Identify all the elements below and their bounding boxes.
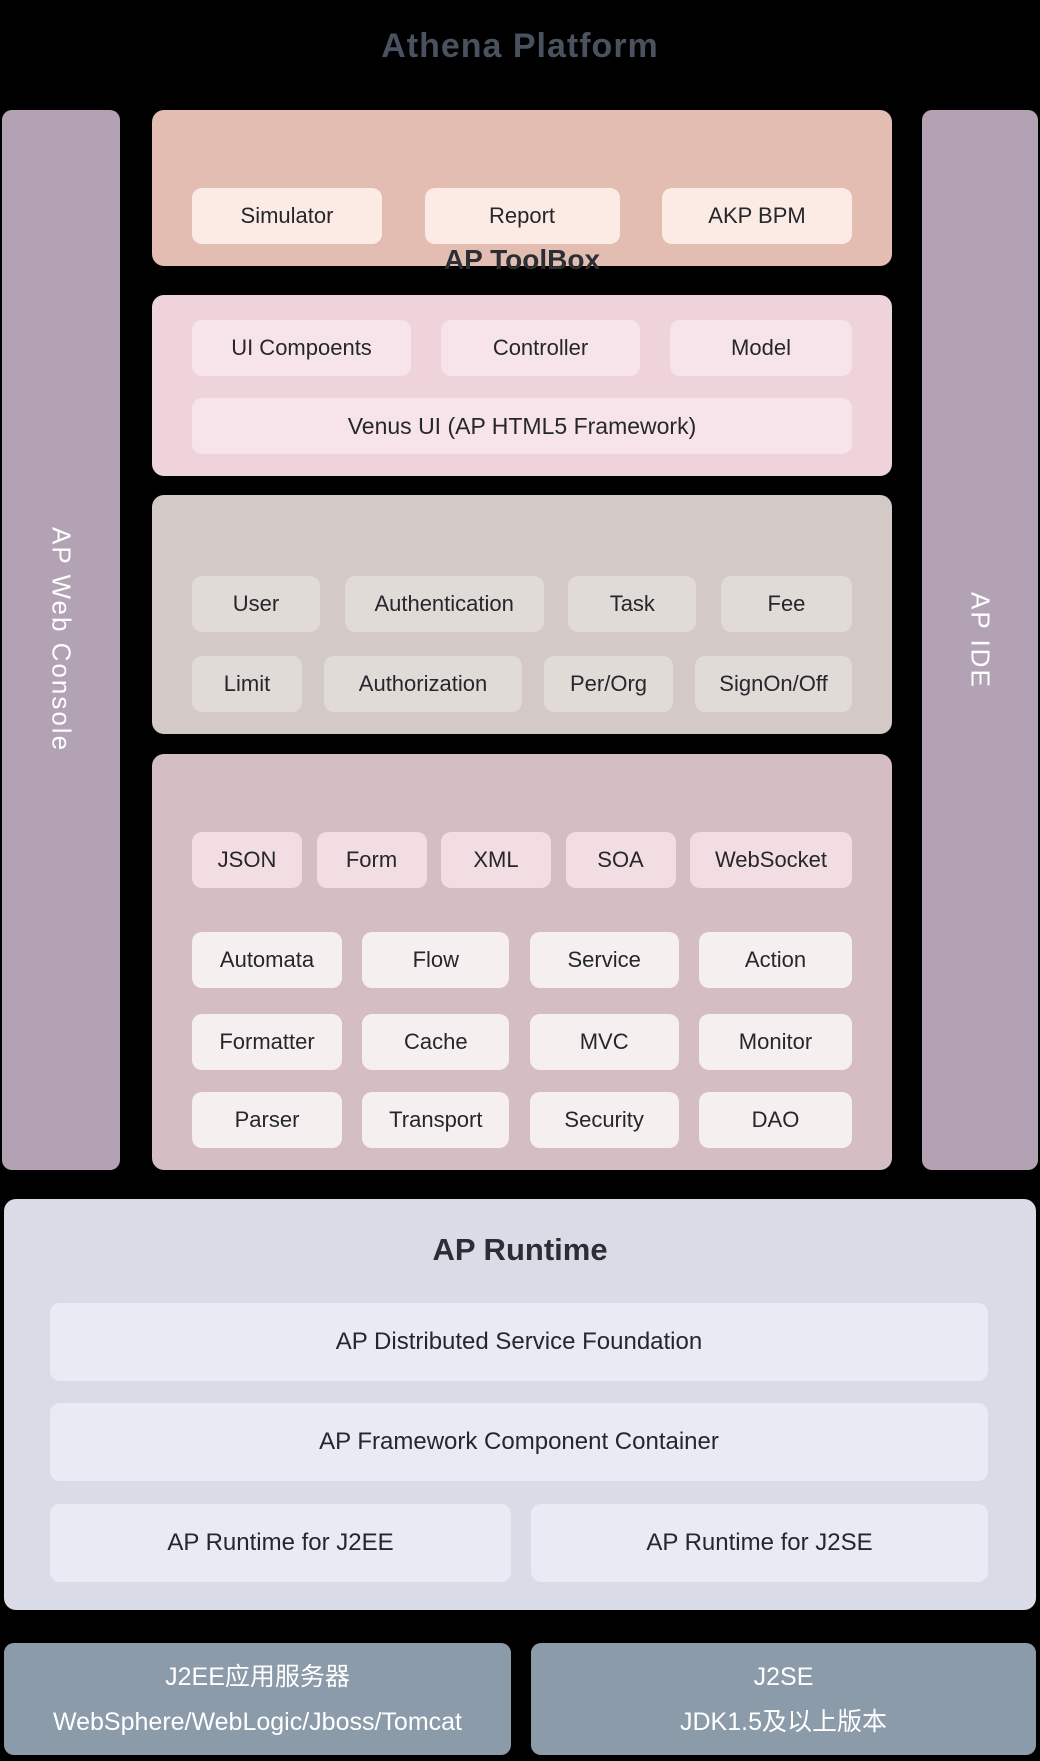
chip-authentication: Authentication (344, 576, 544, 632)
page-title: Athena Platform (381, 27, 659, 65)
framework-row-2: Automata Flow Service Action (192, 932, 852, 988)
panel-components-repository: Components Repository User Authenticatio… (152, 495, 892, 1046)
ap-toolbox-title: AP ToolBox (443, 244, 601, 275)
chip-form: Form (316, 832, 427, 888)
framework-row-4: Parser Transport Security DAO (192, 1092, 852, 1148)
chip-service: Service (529, 932, 679, 988)
chip-monitor: Monitor (698, 1014, 852, 1070)
chip-per-org: Per/Org (544, 656, 673, 712)
chip-model: Model (670, 320, 852, 376)
chip-security: Security (529, 1092, 679, 1148)
sidebar-ap-web-console-label: AP Web Console (46, 527, 77, 753)
repository-row-2: Limit Authorization Per/Org SignOn/Off (192, 656, 852, 712)
j2ee-app-server-line2: WebSphere/WebLogic/Jboss/Tomcat (52, 1707, 462, 1736)
framework-row-3: Formatter Cache MVC Monitor (192, 1014, 852, 1070)
chip-fee: Fee (720, 576, 852, 632)
chip-json: JSON (192, 832, 302, 888)
bar-ap-distributed-service-foundation: AP Distributed Service Foundation (50, 1303, 988, 1381)
chip-user: User (192, 576, 320, 632)
chip-soa: SOA (565, 832, 676, 888)
chip-ui-compoents: UI Compoents (192, 320, 411, 376)
chip-mvc: MVC (529, 1014, 679, 1070)
bar-ap-framework-component-container: AP Framework Component Container (50, 1403, 988, 1481)
chip-parser: Parser (192, 1092, 342, 1148)
panel-ap-runtime: AP Runtime AP Distributed Service Founda… (4, 1199, 1036, 1610)
mvc-row: UI Compoents Controller Model (192, 320, 852, 376)
sidebar-ap-web-console: AP Web Console (2, 110, 120, 1170)
chip-flow: Flow (362, 932, 510, 988)
sidebar-ap-ide-label: AP IDE (965, 591, 996, 689)
chip-simulator: Simulator (192, 188, 382, 244)
bar-ap-runtime-for-j2ee: AP Runtime for J2EE (50, 1504, 511, 1582)
j2se-line1: J2SE (753, 1662, 814, 1691)
chip-venus-ui: Venus UI (AP HTML5 Framework) (192, 398, 852, 454)
framework-row-1: JSON Form XML SOA WebSocket (192, 832, 852, 888)
chip-report: Report (424, 188, 620, 244)
chip-akp-bpm: AKP BPM (662, 188, 852, 244)
chip-automata: Automata (192, 932, 342, 988)
chip-xml: XML (441, 832, 551, 888)
chip-authorization: Authorization (324, 656, 522, 712)
box-j2se: J2SE JDK1.5及以上版本 (531, 1643, 1036, 1755)
j2se-line2: JDK1.5及以上版本 (680, 1707, 887, 1736)
chip-limit: Limit (192, 656, 302, 712)
chip-transport: Transport (362, 1092, 510, 1148)
box-j2ee-app-server: J2EE应用服务器 WebSphere/WebLogic/Jboss/Tomca… (4, 1643, 511, 1755)
panel-ap-toolbox: AP ToolBox Simulator Report AKP BPM (152, 110, 892, 275)
bar-ap-runtime-for-j2se: AP Runtime for J2SE (531, 1504, 988, 1582)
chip-websocket: WebSocket (690, 832, 852, 888)
chip-action: Action (698, 932, 852, 988)
j2ee-app-server-line1: J2EE应用服务器 (165, 1662, 350, 1691)
toolbox-row: Simulator Report AKP BPM (192, 188, 852, 244)
ap-runtime-title: AP Runtime (432, 1232, 608, 1267)
chip-controller: Controller (441, 320, 640, 376)
chip-task: Task (568, 576, 697, 632)
chip-formatter: Formatter (192, 1014, 342, 1070)
chip-signon-off: SignOn/Off (695, 656, 852, 712)
chip-cache: Cache (362, 1014, 510, 1070)
panel-ap-framework: AP Framework JSON Form XML SOA WebSocket… (152, 754, 892, 1563)
panel-venus-ui: UI Compoents Controller Model Venus UI (… (152, 295, 892, 476)
repository-row-1: User Authentication Task Fee (192, 576, 852, 632)
chip-dao: DAO (698, 1092, 852, 1148)
sidebar-ap-ide: AP IDE (922, 110, 1038, 1170)
